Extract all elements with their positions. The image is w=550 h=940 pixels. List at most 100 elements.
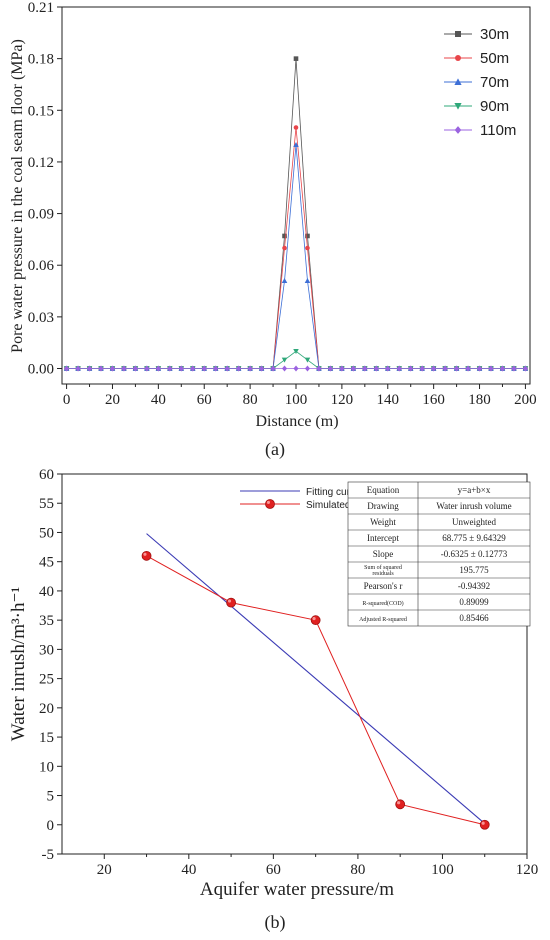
simulated-data-point [395, 799, 406, 810]
data-point-110m [224, 365, 230, 372]
x-tick-label-a: 40 [151, 392, 166, 408]
x-tick-label-b: 60 [266, 862, 281, 878]
data-point-110m [259, 365, 265, 372]
legend-label-simulated-data: Simulated data [306, 500, 373, 511]
simulated-data-point-highlight [481, 821, 485, 825]
y-tick-label-b: 55 [39, 496, 54, 512]
y-tick-label-b: 5 [47, 789, 55, 805]
x-tick-label-a: 120 [331, 392, 354, 408]
simulated-data-point-highlight [397, 801, 401, 805]
data-point-110m [339, 365, 345, 372]
simulated-data-point [226, 597, 236, 608]
data-point-110m [201, 365, 207, 372]
stats-label: Adjusted R-squared [359, 617, 407, 623]
x-tick-label-a: 60 [197, 392, 212, 408]
legend-a: 30m 50m 70m 90m 110m [444, 26, 516, 139]
data-point-110m [476, 365, 483, 372]
legend-label-110m: 110m [480, 122, 516, 139]
series-70m-a [63, 141, 529, 371]
data-point-110m [362, 365, 368, 372]
x-tick-label-b: 40 [181, 862, 196, 878]
x-axis-title-b: Aquifer water pressure/m [200, 879, 394, 900]
x-tick-label-a: 0 [63, 392, 71, 408]
data-point-110m [385, 365, 391, 372]
stats-value: -0.6325 ± 0.12773 [441, 549, 508, 559]
stats-value: Water inrush volume [436, 501, 511, 511]
data-point-30m [293, 56, 299, 61]
stats-table: Equation y=a+b×x Drawing Water inrush volum… [347, 481, 531, 627]
data-point-110m [373, 365, 379, 372]
data-point-110m [247, 365, 253, 372]
y-tick-label-b: 50 [39, 525, 54, 541]
simulated-data-point [479, 819, 490, 830]
data-point-110m [213, 365, 219, 372]
x-tick-label-b: 80 [350, 862, 365, 878]
data-point-70m [281, 277, 288, 284]
x-tick-label-b: 120 [516, 862, 539, 878]
y-tick-label-b: 35 [39, 613, 54, 629]
y-tick-label-a: 0.12 [28, 155, 54, 171]
simulated-data-point [141, 550, 152, 561]
data-point-90m [304, 357, 311, 363]
data-point-110m [64, 365, 70, 372]
y-tick-label-a: 0.00 [28, 362, 54, 378]
data-point-110m [109, 365, 116, 372]
y-tick-label-b: 30 [39, 642, 54, 658]
stats-table-frame [347, 481, 531, 627]
data-point-110m [270, 365, 276, 372]
data-point-30m [282, 233, 287, 239]
x-tick-label-a: 160 [422, 392, 445, 408]
legend-marker-30m [455, 31, 461, 37]
series-110m-a [64, 365, 528, 372]
x-tick-label-a: 80 [243, 392, 258, 408]
caption-a: (a) [265, 439, 285, 460]
x-tick-label-a: 100 [285, 392, 308, 408]
y-tick-label-a: 0.03 [28, 310, 54, 326]
y-tick-label-b: 40 [39, 584, 54, 600]
legend-label-70m: 70m [480, 74, 509, 91]
data-point-110m [396, 365, 402, 372]
data-point-110m [75, 365, 81, 372]
stats-label: residuals [372, 571, 394, 577]
data-point-110m [155, 365, 161, 372]
stats-label: Pearson's r [364, 581, 403, 591]
x-tick-label-b: 20 [97, 862, 112, 878]
simulated-data-point-highlight [143, 552, 147, 556]
y-tick-label-a: 0.18 [28, 52, 54, 68]
y-tick-label-a: 0.09 [28, 207, 54, 223]
stats-value: -0.94392 [458, 581, 490, 591]
data-point-110m [408, 365, 414, 372]
data-point-110m [419, 365, 425, 372]
legend-label-fitting-curve: Fitting curve [306, 487, 361, 498]
fitting-curve-line [146, 533, 486, 825]
caption-b: (b) [265, 912, 286, 933]
y-axis-title-b: Water inrush/m³·h⁻¹ [8, 586, 29, 741]
stats-label: Slope [373, 549, 394, 559]
y-tick-label-b: 10 [39, 759, 54, 775]
x-tick-label-a: 200 [514, 392, 537, 408]
data-point-110m [178, 365, 184, 372]
stats-label: R-squared(COD) [362, 600, 403, 607]
y-tick-label-b: 0 [47, 818, 55, 834]
plot-frame-b [61, 473, 528, 855]
data-point-110m [431, 365, 437, 372]
data-point-110m [304, 365, 311, 372]
data-point-110m [465, 365, 471, 372]
legend-label-90m: 90m [480, 98, 509, 115]
legend-marker-50m [455, 55, 461, 61]
panel-a: 0 20 40 60 80 100 120 140 160 180 200 0.00 0.03 0.06 0… [9, 0, 537, 460]
stats-value: Unweighted [452, 517, 496, 527]
stats-label: Intercept [367, 533, 399, 543]
y-tick-label-b: 25 [39, 672, 54, 688]
stats-value: 68.775 ± 9.64329 [442, 533, 506, 543]
x-tick-label-a: 20 [105, 392, 120, 408]
y-tick-label-b: 20 [39, 701, 54, 717]
data-point-90m [293, 348, 299, 355]
panel-b: 20 40 60 80 100 120 -5 0 5 10 15 20 25 30 35 40 45 50 55 60… [8, 467, 538, 933]
y-tick-label-b: 60 [39, 467, 54, 483]
y-tick-label-b: 15 [39, 730, 54, 746]
stats-value: 0.89099 [459, 597, 489, 607]
legend-marker-110m [454, 126, 462, 134]
data-point-110m [522, 365, 528, 372]
